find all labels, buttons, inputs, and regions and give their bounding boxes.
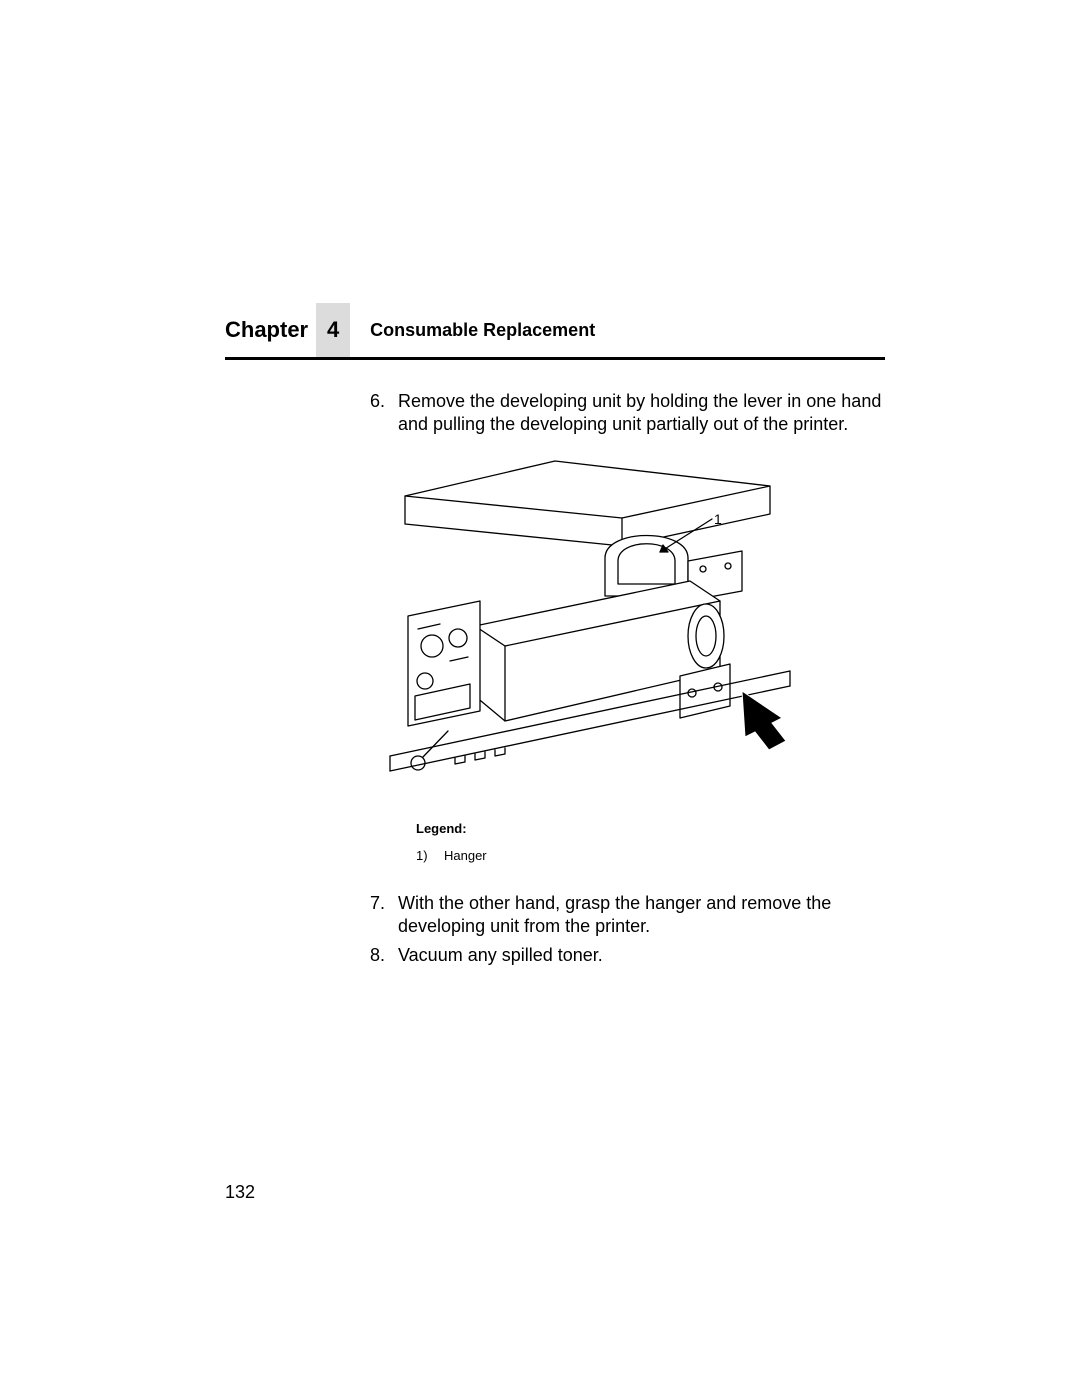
- diagram: 1: [370, 456, 800, 801]
- legend-item: 1) Hanger: [416, 848, 885, 865]
- direction-arrow-icon: [742, 691, 786, 750]
- step-8: 8. Vacuum any spilled toner.: [370, 944, 885, 967]
- step-6: 6. Remove the developing unit by holding…: [370, 390, 885, 436]
- chapter-title: Consumable Replacement: [350, 320, 595, 341]
- legend-item-label: Hanger: [444, 848, 487, 865]
- document-page: Chapter 4 Consumable Replacement 6. Remo…: [0, 0, 1080, 1397]
- step-7: 7. With the other hand, grasp the hanger…: [370, 892, 885, 938]
- chapter-label: Chapter: [225, 303, 316, 357]
- chapter-number: 4: [316, 303, 350, 357]
- step-text: With the other hand, grasp the hanger an…: [398, 892, 885, 938]
- step-text: Vacuum any spilled toner.: [398, 944, 885, 967]
- legend-title: Legend:: [416, 821, 885, 838]
- chapter-header: Chapter 4 Consumable Replacement: [225, 303, 885, 360]
- legend-item-number: 1): [416, 848, 444, 865]
- diagram-legend: Legend: 1) Hanger: [416, 821, 885, 864]
- diagram-callout-1: 1: [714, 511, 722, 529]
- step-number: 6.: [370, 390, 398, 413]
- content-body: 6. Remove the developing unit by holding…: [370, 390, 885, 971]
- step-number: 8.: [370, 944, 398, 967]
- step-number: 7.: [370, 892, 398, 915]
- page-number: 132: [225, 1182, 255, 1203]
- printer-diagram-svg: [370, 456, 800, 801]
- step-text: Remove the developing unit by holding th…: [398, 390, 885, 436]
